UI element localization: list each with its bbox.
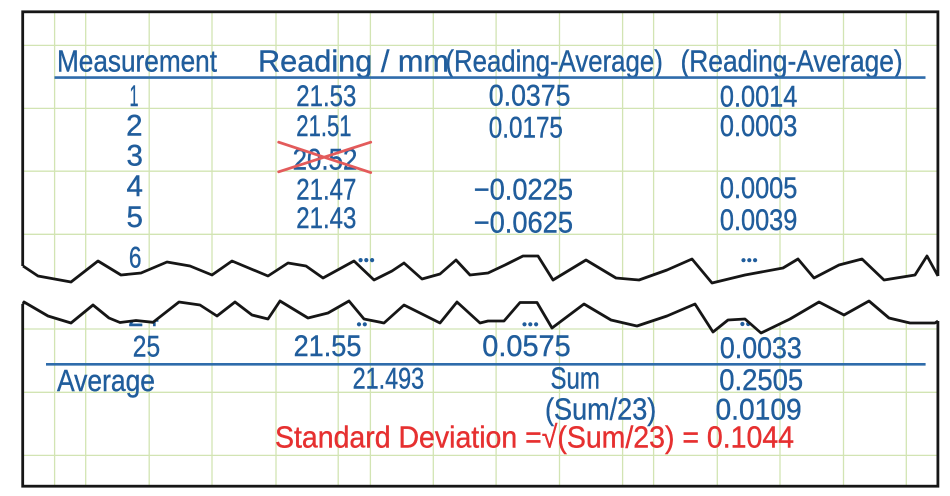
svg-text:1: 1 bbox=[130, 80, 139, 113]
svg-text:Average: Average bbox=[57, 363, 155, 398]
svg-text:Standard Deviation =√(Sum/23): Standard Deviation =√(Sum/23) = 0.1044 bbox=[275, 420, 794, 455]
svg-text:2: 2 bbox=[126, 110, 142, 143]
svg-text:5: 5 bbox=[127, 201, 143, 234]
svg-text:Reading / mm: Reading / mm bbox=[258, 44, 449, 79]
svg-text:0.2505: 0.2505 bbox=[719, 364, 803, 397]
svg-text:−0.0625: −0.0625 bbox=[474, 206, 573, 239]
svg-text:21.53: 21.53 bbox=[296, 80, 356, 113]
svg-text:21.47: 21.47 bbox=[296, 174, 356, 207]
svg-text:0.0033: 0.0033 bbox=[720, 332, 802, 365]
svg-text:0.0375: 0.0375 bbox=[489, 80, 571, 113]
svg-text:0.0014: 0.0014 bbox=[720, 80, 797, 113]
svg-text:21.55: 21.55 bbox=[294, 330, 362, 363]
svg-text:0.0575: 0.0575 bbox=[482, 330, 570, 363]
svg-text:0.0109: 0.0109 bbox=[716, 394, 802, 427]
svg-text:0.0003: 0.0003 bbox=[720, 110, 797, 143]
svg-text:(Reading-Average): (Reading-Average) bbox=[445, 44, 662, 79]
svg-text:21.493: 21.493 bbox=[353, 363, 425, 396]
svg-text:Measurement: Measurement bbox=[57, 44, 217, 79]
svg-text:25: 25 bbox=[133, 331, 160, 364]
svg-text:(Reading-Average): (Reading-Average) bbox=[681, 44, 903, 79]
svg-text:4: 4 bbox=[127, 170, 143, 203]
svg-text:21.51: 21.51 bbox=[296, 110, 351, 143]
svg-text:(Sum/23): (Sum/23) bbox=[545, 392, 656, 427]
svg-text:0.0175: 0.0175 bbox=[489, 112, 563, 145]
svg-text:3: 3 bbox=[127, 140, 143, 173]
svg-text:−0.0225: −0.0225 bbox=[474, 174, 573, 207]
svg-text:0.0039: 0.0039 bbox=[720, 204, 797, 237]
svg-text:Sum: Sum bbox=[551, 361, 600, 396]
svg-text:21.43: 21.43 bbox=[296, 202, 356, 235]
svg-text:6: 6 bbox=[129, 242, 142, 275]
svg-text:0.0005: 0.0005 bbox=[720, 172, 797, 205]
